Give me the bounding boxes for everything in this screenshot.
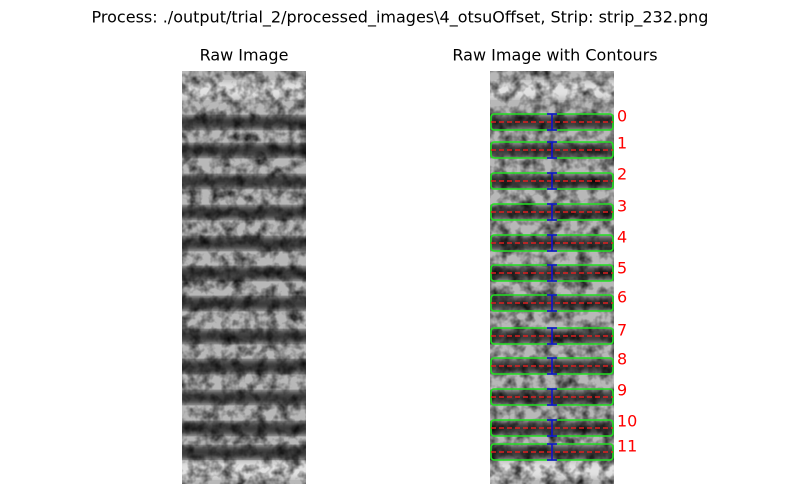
contour-label: 6 [617,288,627,307]
contour-label: 5 [617,259,627,278]
texture [182,71,306,484]
contour-label: 7 [617,321,627,340]
contour-label: 4 [617,228,627,247]
panel-title: Raw Image with Contours [452,46,657,65]
overlay: 0 1 2 3 4 5 6 7 8 9 10 11 [490,107,637,461]
contour-label: 0 [617,107,627,126]
raw-image [182,71,306,484]
contour-label: 9 [617,381,627,400]
contour-label: 10 [617,412,637,431]
contour-label: 11 [617,437,637,456]
contour-label: 1 [617,134,627,153]
contour-label: 2 [617,165,627,184]
contour-label: 3 [617,197,627,216]
panel-title: Raw Image [200,46,289,65]
contour-label: 8 [617,350,627,369]
figure-title: Process: ./output/trial_2/processed_imag… [92,8,709,28]
